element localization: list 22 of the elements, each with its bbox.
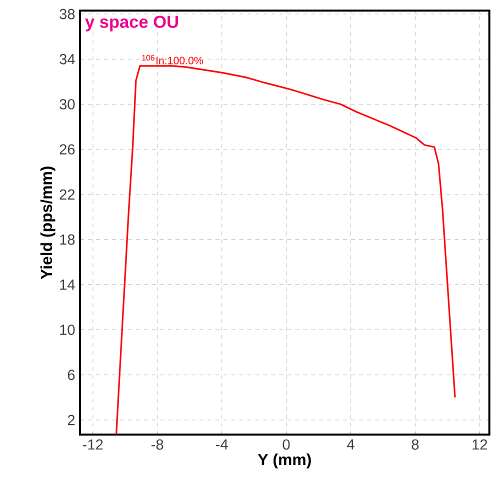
x-tick-label: 12: [472, 440, 488, 450]
x-tick-label: -8: [152, 440, 164, 450]
x-tick-label: -4: [216, 440, 228, 450]
x-tick-label: -12: [82, 440, 103, 450]
x-tick-label: 0: [282, 440, 290, 450]
x-axis-title: Y (mm): [258, 454, 311, 469]
y-tick-label: 10: [60, 324, 75, 336]
y-tick-label: 22: [60, 190, 75, 200]
y-tick-label: 26: [60, 144, 75, 155]
y-tick-label: 34: [60, 54, 75, 64]
y-tick-label: 38: [60, 9, 75, 20]
annotation: y space OU: [85, 16, 178, 32]
y-tick-label: 2: [68, 415, 75, 426]
x-tick-label: 8: [412, 440, 419, 450]
x-tick-label: 4: [347, 440, 354, 450]
line-series: [115, 65, 456, 435]
y-axis-title: Yield (pps/mm): [40, 166, 56, 280]
annotation: $^{106}$In:100.0%: [142, 55, 203, 64]
y-tick-label: 14: [60, 280, 75, 290]
y-tick-label: 30: [60, 99, 75, 110]
y-tick-label: 6: [68, 370, 75, 380]
y-tick-label: 18: [60, 234, 75, 245]
